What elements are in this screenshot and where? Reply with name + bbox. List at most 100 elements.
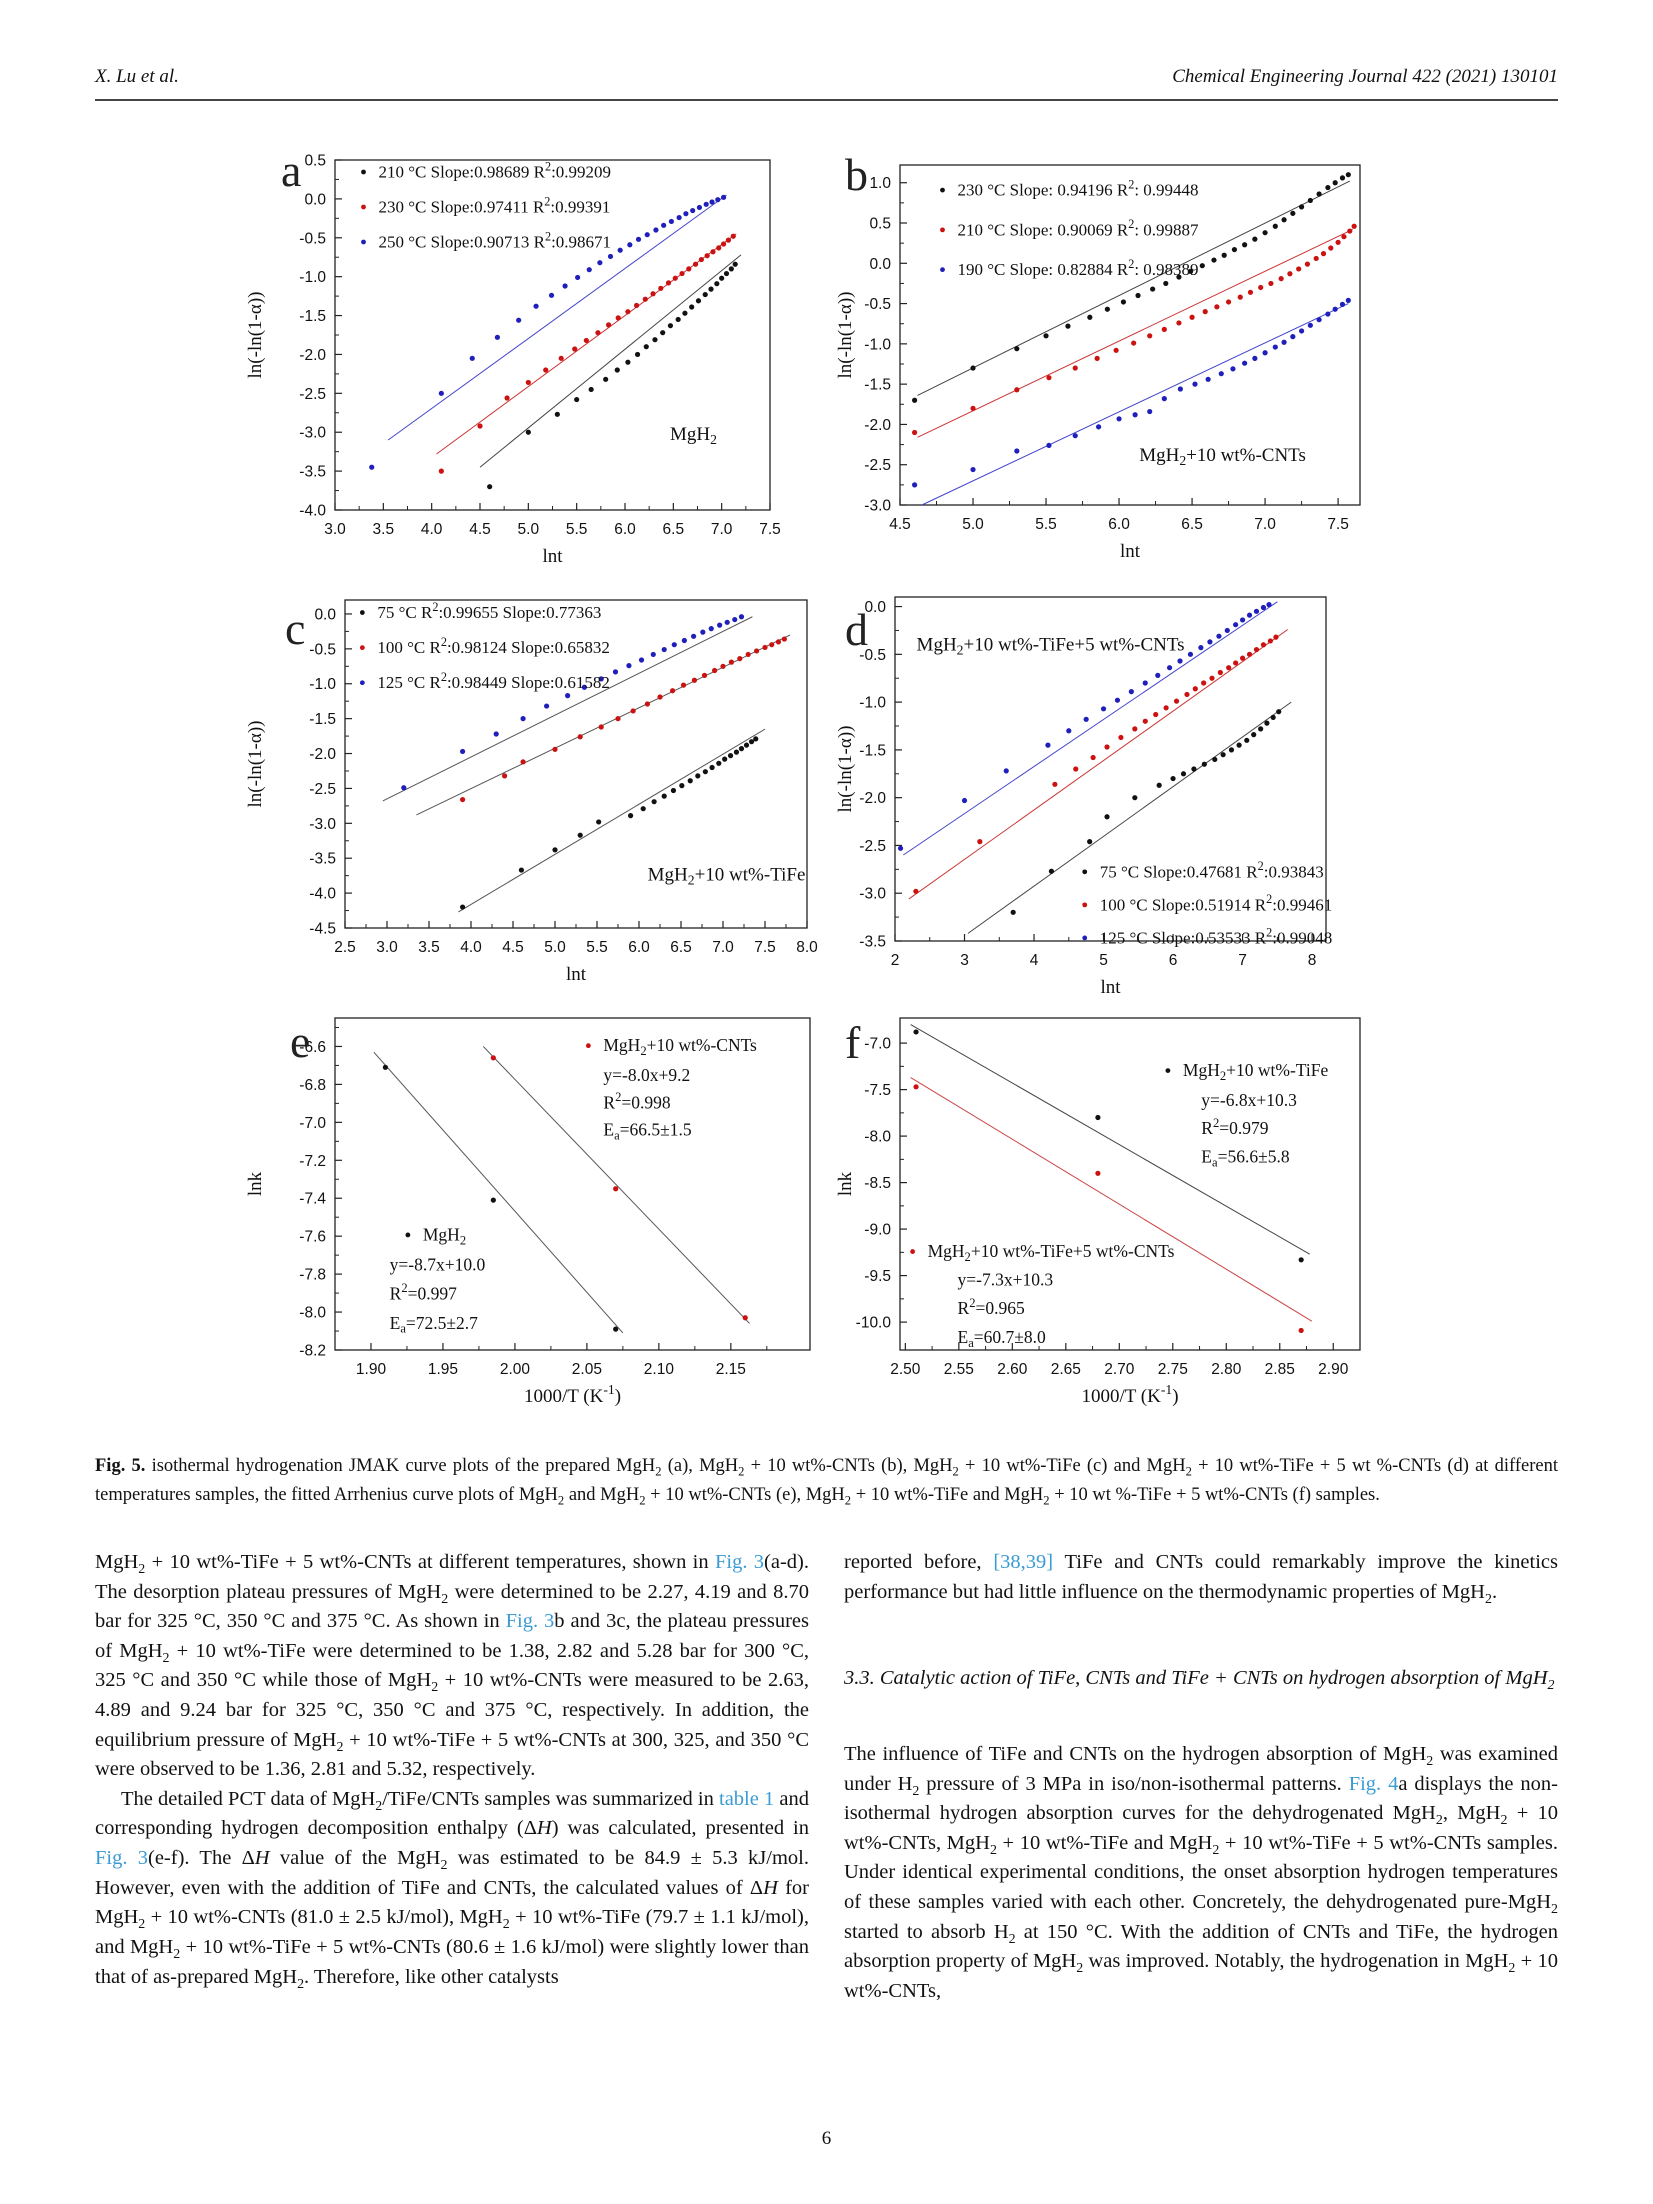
svg-text:2.10: 2.10 xyxy=(644,1361,675,1378)
svg-text:-3.5: -3.5 xyxy=(309,851,336,868)
svg-text:2.50: 2.50 xyxy=(890,1361,921,1378)
svg-text:100 °C Slope:0.51914 R2:0.994: 100 °C Slope:0.51914 R2:0.99461 xyxy=(1100,892,1333,914)
svg-text:-6.6: -6.6 xyxy=(299,1039,326,1056)
svg-text:-7.2: -7.2 xyxy=(299,1153,326,1170)
svg-text:lnt: lnt xyxy=(542,546,563,565)
svg-text:MgH2: MgH2 xyxy=(670,424,717,447)
svg-text:-1.5: -1.5 xyxy=(859,742,886,759)
svg-text:1000/T (K-1): 1000/T (K-1) xyxy=(524,1382,621,1407)
text-link[interactable]: Fig. 3 xyxy=(95,1847,148,1870)
svg-text:-7.5: -7.5 xyxy=(864,1082,891,1099)
svg-text:MgH2+10 wt%-CNTs: MgH2+10 wt%-CNTs xyxy=(603,1035,757,1058)
svg-text:6.0: 6.0 xyxy=(1108,516,1130,533)
svg-text:-8.5: -8.5 xyxy=(864,1175,891,1192)
svg-text:6.0: 6.0 xyxy=(628,939,650,956)
svg-text:MgH2+10 wt%-TiFe+5 wt%-CNTs: MgH2+10 wt%-TiFe+5 wt%-CNTs xyxy=(917,634,1185,657)
svg-text:210 °C Slope:0.98689 R2:0.99: 210 °C Slope:0.98689 R2:0.99209 xyxy=(379,159,612,181)
right-column: reported before, [38,39] TiFe and CNTs c… xyxy=(844,1548,1558,2006)
svg-text:-1.0: -1.0 xyxy=(864,336,891,353)
svg-text:-2.5: -2.5 xyxy=(299,386,326,403)
svg-text:3.0: 3.0 xyxy=(324,521,346,538)
svg-text:1.90: 1.90 xyxy=(356,1361,387,1378)
svg-text:6.5: 6.5 xyxy=(1181,516,1203,533)
left-column: MgH2 + 10 wt%-TiFe + 5 wt%-CNTs at diffe… xyxy=(95,1548,809,1992)
svg-text:-1.5: -1.5 xyxy=(299,308,326,325)
svg-text:0.0: 0.0 xyxy=(864,599,886,616)
svg-text:3: 3 xyxy=(960,952,969,969)
svg-text:3.0: 3.0 xyxy=(376,939,398,956)
svg-text:2: 2 xyxy=(891,952,900,969)
svg-text:-7.0: -7.0 xyxy=(864,1036,891,1053)
svg-text:3.5: 3.5 xyxy=(373,521,395,538)
journal-reference: Chemical Engineering Journal 422 (2021) … xyxy=(1172,66,1558,87)
chart-e-svg: 1.90 1.95 2.00 2.05 2.10 2.15 -6.6 -6.8 -7.0 -7.2… xyxy=(245,1016,811,1407)
svg-text:-2.5: -2.5 xyxy=(864,457,891,474)
svg-text:-7.0: -7.0 xyxy=(299,1115,326,1132)
svg-text:4.5: 4.5 xyxy=(889,516,911,533)
svg-text:2.80: 2.80 xyxy=(1211,1361,1242,1378)
svg-text:-3.0: -3.0 xyxy=(864,498,891,515)
svg-text:ln(-ln(1-α)): ln(-ln(1-α)) xyxy=(245,721,266,808)
text-link[interactable]: Fig. 3 xyxy=(714,1551,765,1573)
figure-caption: Fig. 5. isothermal hydrogenation JMAK cu… xyxy=(95,1452,1558,1509)
svg-text:-4.0: -4.0 xyxy=(309,886,336,903)
svg-text:-8.2: -8.2 xyxy=(299,1343,326,1360)
svg-text:-1.5: -1.5 xyxy=(309,711,336,728)
svg-text:8.0: 8.0 xyxy=(796,939,818,956)
paragraph-pct-enthalpy: The detailed PCT data of MgH2/TiFe/CNTs … xyxy=(95,1787,810,1992)
svg-text:MgH2+10 wt%-TiFe: MgH2+10 wt%-TiFe xyxy=(1183,1060,1329,1083)
svg-text:5.0: 5.0 xyxy=(544,939,566,956)
svg-text:f: f xyxy=(845,1017,861,1068)
svg-text:3.5: 3.5 xyxy=(418,939,440,956)
svg-text:2.65: 2.65 xyxy=(1051,1361,1081,1378)
svg-text:-0.5: -0.5 xyxy=(299,230,326,247)
svg-text:R2=0.998: R2=0.998 xyxy=(603,1090,670,1112)
svg-text:lnt: lnt xyxy=(1120,541,1141,562)
svg-text:8: 8 xyxy=(1308,952,1317,969)
svg-text:-0.5: -0.5 xyxy=(864,296,891,313)
svg-text:-2.0: -2.0 xyxy=(864,417,891,434)
svg-text:-2.5: -2.5 xyxy=(859,838,886,855)
svg-text:7.5: 7.5 xyxy=(754,939,776,956)
text-link[interactable]: table 1 xyxy=(719,1787,775,1810)
svg-text:230 °C Slope:0.97411 R2:0.99: 230 °C Slope:0.97411 R2:0.99391 xyxy=(379,194,611,216)
text-link[interactable]: Fig. 3 xyxy=(505,1610,555,1633)
svg-text:lnk: lnk xyxy=(835,1171,856,1196)
svg-text:0.5: 0.5 xyxy=(304,153,326,170)
svg-text:y=-8.0x+9.2: y=-8.0x+9.2 xyxy=(603,1065,690,1085)
svg-text:2.60: 2.60 xyxy=(997,1361,1028,1378)
svg-text:0.5: 0.5 xyxy=(869,216,891,233)
svg-text:Ea=72.5±2.7: Ea=72.5±2.7 xyxy=(390,1313,479,1336)
svg-text:190 °C Slope: 0.82884 R2: 0.98: 190 °C Slope: 0.82884 R2: 0.98389 xyxy=(958,257,1199,279)
svg-text:-2.5: -2.5 xyxy=(309,781,336,798)
figure-caption-text: isothermal hydrogenation JMAK curve plot… xyxy=(95,1456,1558,1508)
svg-text:R2=0.965: R2=0.965 xyxy=(958,1296,1025,1318)
svg-text:2.05: 2.05 xyxy=(572,1361,602,1378)
svg-text:-1.0: -1.0 xyxy=(299,269,326,286)
text-link[interactable]: [38,39] xyxy=(993,1551,1054,1573)
svg-text:2.5: 2.5 xyxy=(334,939,356,956)
chart-e-arrhenius-mgh2-cnts: 1.90 1.95 2.00 2.05 2.10 2.15 -6.6 -6.8 -7.0 -7.2… xyxy=(245,1010,822,1450)
svg-text:0.0: 0.0 xyxy=(304,191,326,208)
svg-text:ln(-ln(1-α)): ln(-ln(1-α)) xyxy=(245,292,266,379)
svg-text:-3.5: -3.5 xyxy=(299,464,326,481)
page-number: 6 xyxy=(821,2128,832,2149)
svg-text:5.5: 5.5 xyxy=(1035,516,1057,533)
svg-text:Ea=56.6±5.8: Ea=56.6±5.8 xyxy=(1201,1146,1290,1169)
svg-text:ln(-ln(1-α)): ln(-ln(1-α)) xyxy=(835,726,856,813)
svg-text:-4.5: -4.5 xyxy=(309,921,336,938)
chart-b-svg: 4.5 5.0 5.5 6.0 6.5 7.0 7.5 1.0 0.5 0.0 -0.5 -1.0 -1… xyxy=(835,149,1361,562)
svg-text:R2=0.979: R2=0.979 xyxy=(1201,1116,1268,1138)
svg-text:4: 4 xyxy=(1030,952,1039,969)
chart-a-jmak-mgh2: 3.0 3.5 4.0 4.5 5.0 5.5 6.0 6.5 7.0 7.5 0.5 0.0 -0.5… xyxy=(245,110,785,565)
svg-text:MgH2+10 wt%-TiFe: MgH2+10 wt%-TiFe xyxy=(648,864,806,887)
chart-d-svg: 2 3 4 5 6 7 8 0.0 -0.5 -1.0 -1.5 -2.0 -2.5 -3.0 -3.5 75… xyxy=(835,596,1333,998)
svg-text:7.5: 7.5 xyxy=(1327,516,1349,533)
chart-f-arrhenius-tife-cnts: 2.50 2.55 2.60 2.65 2.70 2.75 2.80 2.85 2.90 -7.0… xyxy=(835,1010,1375,1450)
chart-c-jmak-mgh2-tife: 2.5 3.0 3.5 4.0 4.5 5.0 5.5 6.0 6.5 7.0 7.5 8.0 0.0 -… xyxy=(245,572,820,1022)
text-link[interactable]: Fig. 4 xyxy=(1348,1772,1399,1795)
svg-text:-3.5: -3.5 xyxy=(859,934,886,951)
svg-text:R2=0.997: R2=0.997 xyxy=(390,1281,457,1303)
chart-b-jmak-mgh2-cnts: 4.5 5.0 5.5 6.0 6.5 7.0 7.5 1.0 0.5 0.0 -0.5 -1.0 -1… xyxy=(835,110,1375,565)
